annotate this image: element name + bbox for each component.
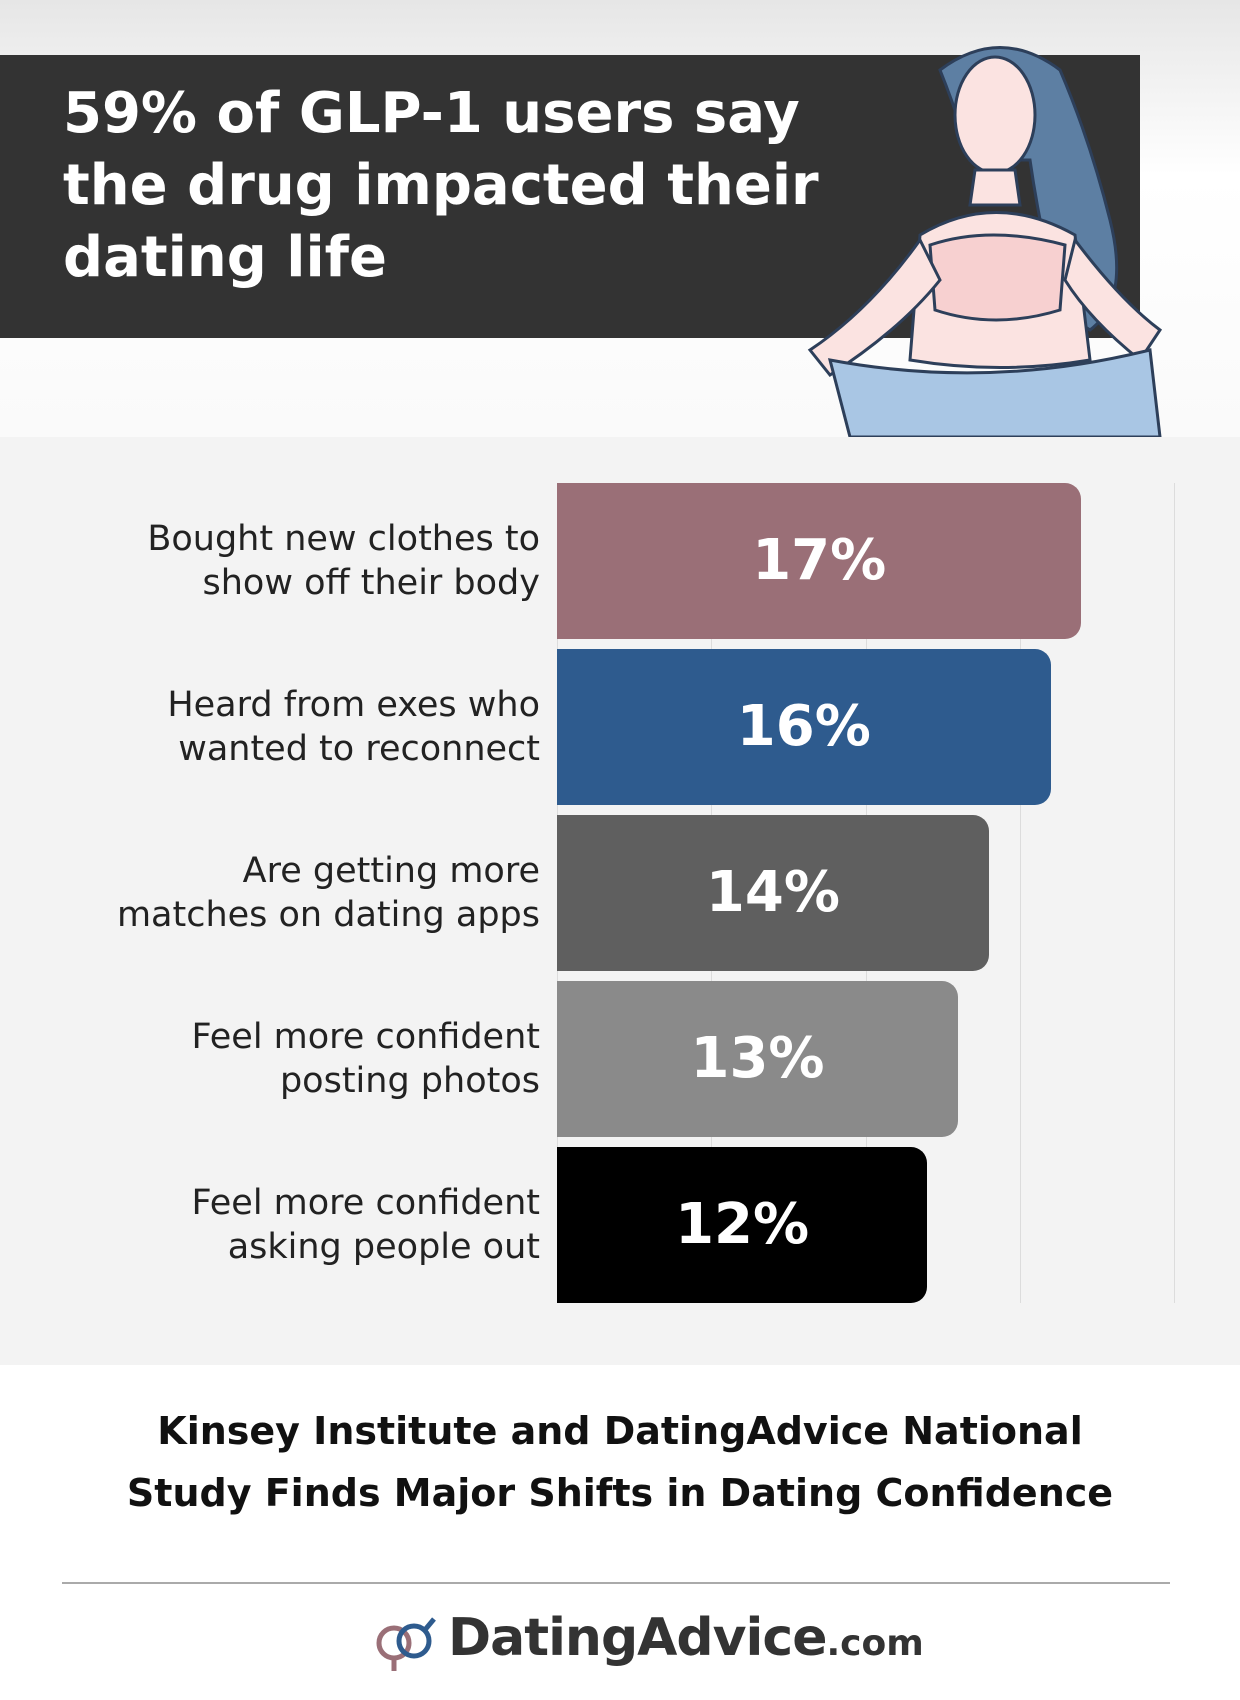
value-label: 17% (752, 528, 887, 593)
value-label: 14% (705, 860, 840, 925)
chart-title: 59% of GLP-1 users say the drug impacted… (63, 81, 819, 290)
value-label: 16% (736, 694, 871, 759)
bar (557, 1147, 928, 1303)
bar (557, 815, 989, 971)
logo-icon (376, 1617, 436, 1671)
category-label: Feel more confident posting photos (191, 1017, 540, 1101)
value-label: 13% (690, 1026, 825, 1091)
category-label: Heard from exes who wanted to reconnect (167, 685, 540, 769)
value-label: 12% (675, 1192, 810, 1257)
divider (62, 1582, 1170, 1584)
bar (557, 649, 1051, 805)
logo: DatingAdvice .com (370, 1608, 924, 1678)
grid-line (1019, 483, 1021, 1303)
category-label: Bought new clothes to show off their bod… (147, 519, 540, 603)
category-label: Feel more confident asking people out (191, 1183, 540, 1267)
logo-name: DatingAdvice (448, 1608, 827, 1668)
bar (557, 981, 959, 1137)
logo-suffix: .com (826, 1623, 924, 1664)
grid-line (1174, 483, 1175, 1303)
illustration (807, 46, 1163, 437)
bar (557, 483, 1082, 639)
category-label: Are getting more matches on dating apps (116, 851, 540, 935)
subtitle: Kinsey Institute and DatingAdvice Nation… (126, 1409, 1114, 1515)
